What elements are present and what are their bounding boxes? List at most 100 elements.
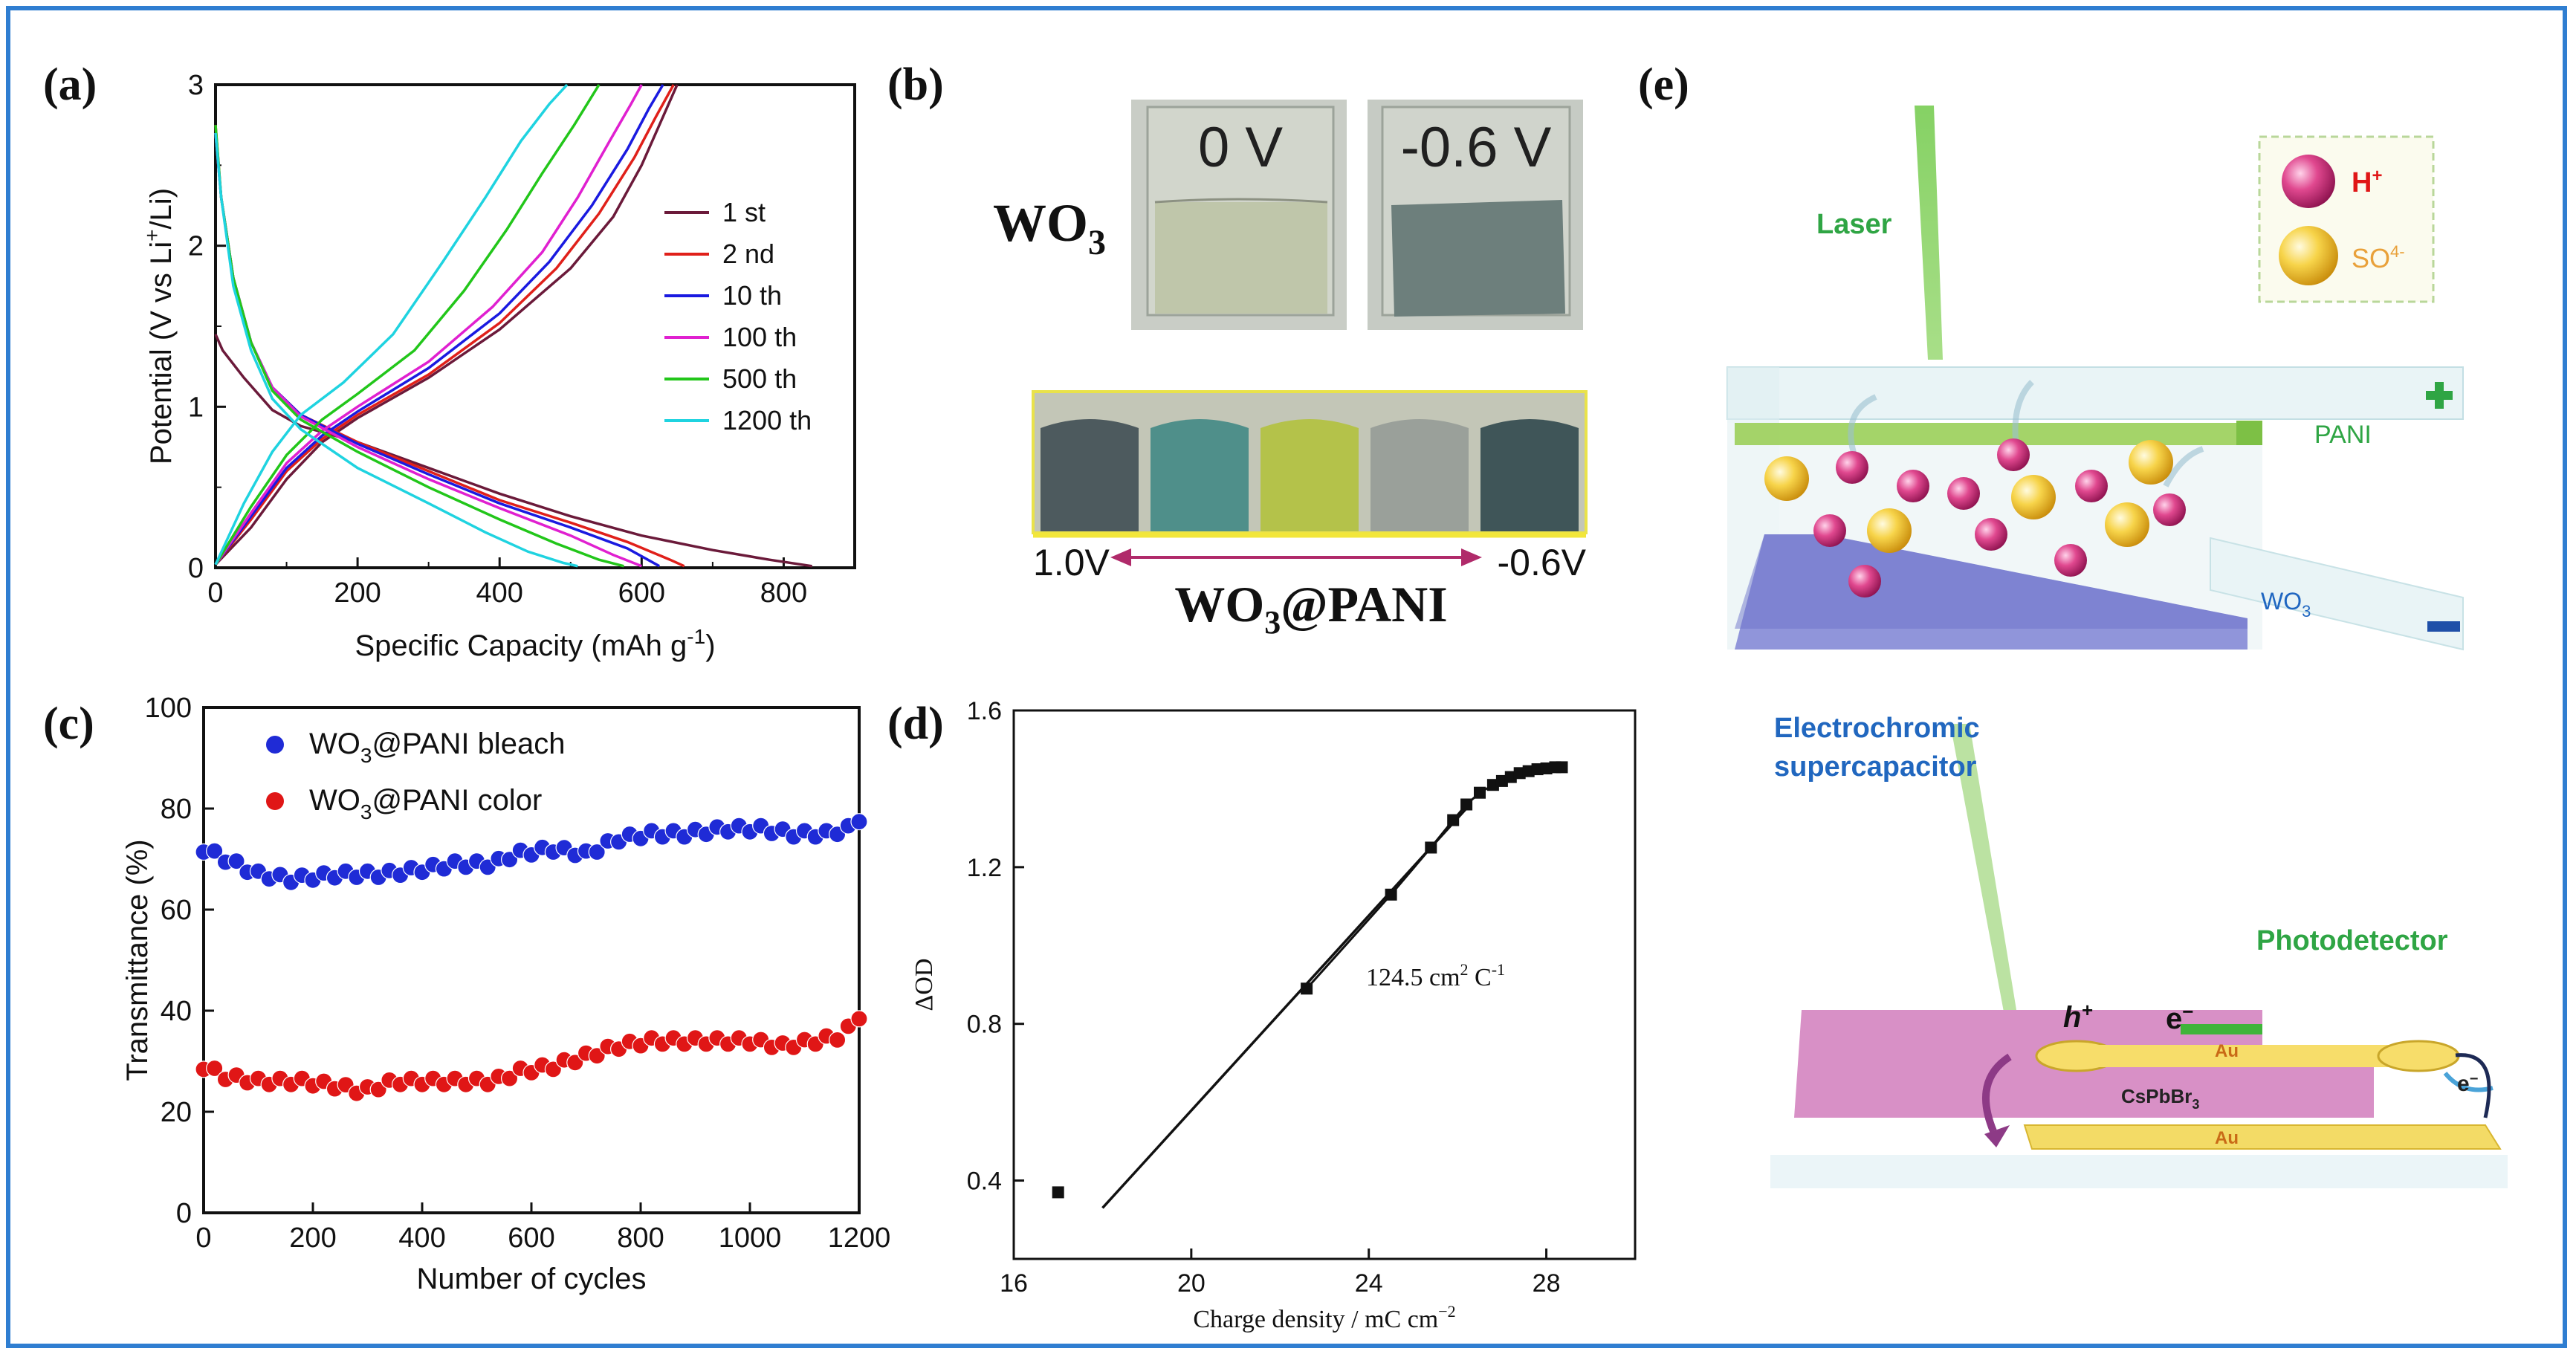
so4-ion bbox=[2105, 502, 2149, 547]
panel-c-ylabel: Transmittance (%) bbox=[121, 839, 154, 1081]
panel-c-ticks: 0 200 400 600 800 1000 1200 0 20 40 60 80 100 bbox=[145, 693, 891, 1254]
color-swatch bbox=[1480, 419, 1579, 531]
photodetector-substrate bbox=[1770, 1155, 2508, 1188]
so4-ion-icon bbox=[2279, 226, 2338, 285]
panel-a: (a) 0 200 400 600 800 0 1 2 3 1 st 2 nd 10 th 100 t… bbox=[43, 59, 856, 662]
panel-d-fit-line bbox=[1101, 807, 1468, 1209]
so4-ion bbox=[1764, 456, 1809, 501]
panel-c-xtick-label: 0 bbox=[195, 1222, 211, 1254]
h-ion bbox=[1848, 565, 1881, 597]
electron-flow-icon bbox=[2181, 1024, 2262, 1034]
panel-c-data-point bbox=[227, 852, 245, 870]
panel-c: (c) 0 200 400 600 800 1000 1200 0 20 40 60 80 100 WO… bbox=[43, 693, 890, 1295]
panel-a-charge-curve bbox=[214, 84, 679, 566]
so4-ion bbox=[2011, 475, 2056, 519]
panel-c-xtick-label: 400 bbox=[398, 1222, 445, 1254]
photodetector-label: Photodetector bbox=[2256, 925, 2448, 956]
panel-c-legend-label: WO3@PANI color bbox=[309, 784, 542, 823]
panel-c-data-point bbox=[369, 1081, 387, 1098]
ec-label-line2: supercapacitor bbox=[1774, 751, 1977, 783]
panel-d-ytick-label: 1.2 bbox=[967, 854, 1002, 882]
panel-d-data-point bbox=[1385, 888, 1397, 901]
panel-d-ytick-label: 0.4 bbox=[967, 1167, 1002, 1196]
panel-c-data-point bbox=[588, 1047, 606, 1065]
panel-c-xtick-label: 600 bbox=[508, 1222, 554, 1254]
plus-terminal-icon bbox=[2426, 382, 2453, 409]
pani-layer-edge bbox=[2236, 421, 2262, 445]
electron-label: e− bbox=[2166, 1000, 2193, 1035]
panel-a-ytick-label: 1 bbox=[188, 392, 204, 423]
panel-d-data-point bbox=[1460, 798, 1473, 811]
panel-a-charge-curve bbox=[214, 84, 601, 566]
panel-a-charge-curve bbox=[214, 84, 675, 566]
panel-d-data-point bbox=[1474, 786, 1486, 799]
panel-d-slope-annotation: 124.5 cm2 C-1 bbox=[1366, 960, 1505, 991]
au-top-label: Au bbox=[2215, 1041, 2239, 1061]
panel-c-axes-frame bbox=[202, 706, 861, 1214]
panel-c-legend-marker bbox=[266, 792, 284, 810]
photo-0v: 0 V bbox=[1131, 100, 1347, 330]
panel-d-data-line bbox=[1305, 765, 1562, 990]
panel-a-xtick-label: 600 bbox=[618, 577, 665, 609]
strip-right-voltage: -0.6V bbox=[1497, 542, 1586, 583]
panel-d-xtick-label: 24 bbox=[1355, 1269, 1383, 1298]
panel-d-ylabel: ΔOD bbox=[910, 959, 938, 1011]
color-swatch bbox=[1261, 419, 1359, 531]
au-bottom-label: Au bbox=[2215, 1128, 2239, 1148]
wo3-label: WO3 bbox=[993, 193, 1106, 262]
panel-a-discharge-curve bbox=[214, 132, 578, 568]
panel-c-ytick-label: 40 bbox=[161, 996, 192, 1027]
h-ion bbox=[2153, 493, 2186, 526]
panel-a-ytick-label: 2 bbox=[188, 231, 204, 262]
panel-a-legend: 1 st 2 nd 10 th 100 th 500 th 1200 th bbox=[664, 197, 812, 435]
panel-c-xtick-label: 1200 bbox=[828, 1222, 891, 1254]
panel-c-data-point bbox=[828, 1031, 847, 1049]
panel-c-xtick-label: 200 bbox=[289, 1222, 336, 1254]
panel-a-legend-label: 100 th bbox=[722, 322, 797, 352]
panel-a-ytick-label: 0 bbox=[188, 553, 204, 584]
h-ion bbox=[1997, 438, 2030, 471]
panel-a-xtick-label: 800 bbox=[760, 577, 807, 609]
panel-d-label: (d) bbox=[887, 699, 944, 749]
color-swatch bbox=[1151, 419, 1249, 531]
h-ion bbox=[1975, 518, 2007, 551]
pani-label: PANI bbox=[2314, 421, 2372, 449]
ion-legend-box bbox=[2258, 135, 2435, 303]
h-ion-label: H+ bbox=[2352, 166, 2382, 198]
so4-ion bbox=[1867, 508, 1912, 553]
panel-c-legend-label: WO3@PANI bleach bbox=[309, 728, 565, 767]
panel-a-xtick-label: 200 bbox=[334, 577, 381, 609]
color-strip: 1.0V -0.6V WO3@PANI bbox=[1032, 390, 1588, 641]
photo-0v-film bbox=[1155, 202, 1327, 314]
panel-c-data-point bbox=[206, 842, 224, 860]
laser-beam-bottom bbox=[1950, 724, 2025, 1060]
laser-beam-top bbox=[1915, 106, 1943, 360]
pani-layer bbox=[1735, 423, 2247, 445]
panel-a-label: (a) bbox=[43, 59, 97, 110]
h-ion bbox=[2075, 470, 2108, 502]
photo-0v-text: 0 V bbox=[1198, 116, 1283, 179]
panel-d-data-point bbox=[1052, 1186, 1064, 1199]
panel-c-legend: WO3@PANI bleach WO3@PANI color bbox=[266, 728, 565, 823]
panel-c-xlabel: Number of cycles bbox=[417, 1263, 647, 1295]
wo3-layer-top bbox=[1735, 534, 2247, 629]
panel-e: (e) Laser H+ SO4- PANI WO3 Electrochromi… bbox=[1638, 59, 2508, 1188]
panel-c-data-point bbox=[206, 1059, 224, 1078]
panel-d-data-point bbox=[1447, 814, 1460, 826]
panel-d-xlabel: Charge density / mC cm−2 bbox=[1193, 1302, 1455, 1333]
h-ion bbox=[1947, 477, 1980, 510]
so4-ion bbox=[2129, 440, 2173, 485]
figure-frame: (a) 0 200 400 600 800 0 1 2 3 1 st 2 nd 10 th 100 t… bbox=[6, 6, 2567, 1348]
panel-a-xlabel: Specific Capacity (mAh g-1) bbox=[355, 625, 715, 662]
panel-c-data-point bbox=[500, 1069, 519, 1087]
photo-0v-film-edge bbox=[1154, 198, 1328, 204]
panel-d-data-point bbox=[1556, 761, 1568, 774]
panel-d-xtick-label: 16 bbox=[1000, 1269, 1028, 1298]
strip-left-voltage: 1.0V bbox=[1033, 542, 1110, 583]
panel-d-xtick-label: 28 bbox=[1533, 1269, 1561, 1298]
ion-path bbox=[2163, 446, 2204, 488]
panel-a-charge-curve bbox=[214, 84, 643, 566]
photo-neg06v-film bbox=[1391, 200, 1565, 317]
so4-ion-label: SO4- bbox=[2352, 242, 2405, 273]
panel-c-xtick-label: 800 bbox=[617, 1222, 664, 1254]
